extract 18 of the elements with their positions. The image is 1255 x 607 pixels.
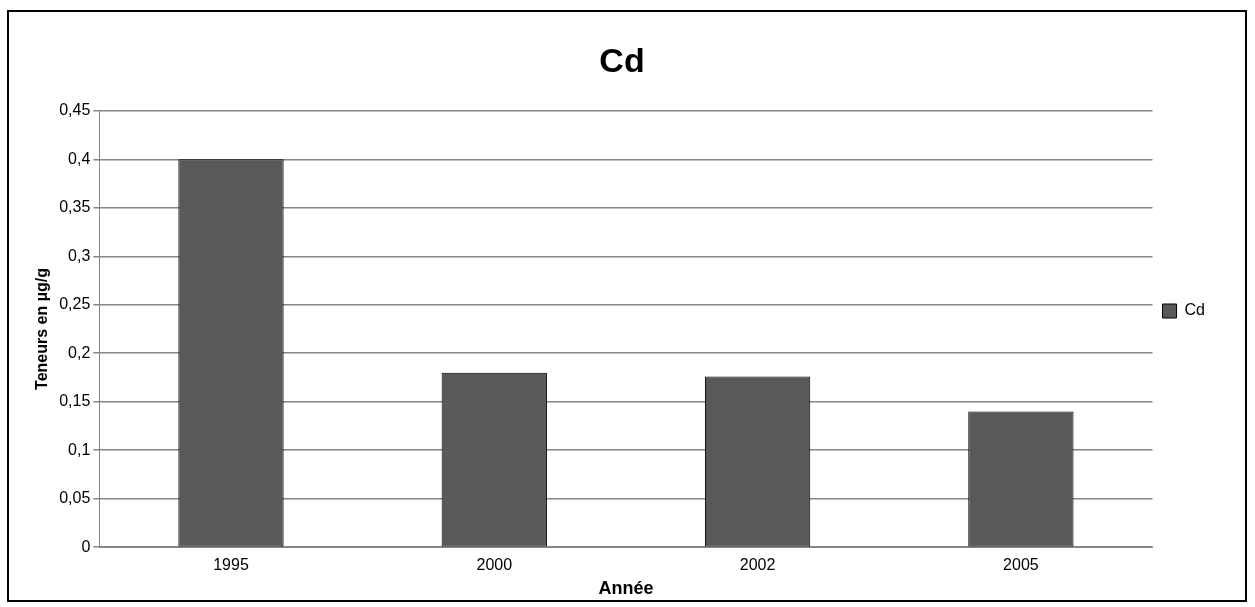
y-tick-label: 0,35 bbox=[59, 198, 91, 216]
y-tick-label: 0 bbox=[81, 537, 91, 555]
y-tick-label: 0,2 bbox=[68, 343, 91, 361]
y-tick-label: 0,3 bbox=[68, 246, 91, 264]
x-tick-label: 2005 bbox=[1003, 556, 1039, 574]
legend-label: Cd bbox=[1184, 301, 1205, 319]
y-tick-label: 0,05 bbox=[59, 489, 91, 507]
chart-title: Cd bbox=[599, 40, 645, 79]
y-tick-label: 0,4 bbox=[68, 149, 91, 167]
x-axis-title: Année bbox=[598, 578, 654, 599]
y-axis-title: Teneurs en µg/g bbox=[33, 268, 51, 390]
y-tick-label: 0,1 bbox=[68, 440, 91, 458]
x-tick-label: 1995 bbox=[213, 556, 249, 574]
x-tick-label: 2000 bbox=[476, 556, 513, 574]
y-tick-label: 0,25 bbox=[59, 295, 91, 313]
x-tick-label: 2002 bbox=[739, 556, 776, 574]
y-tick-label: 0,45 bbox=[59, 101, 91, 119]
y-tick-label: 0,15 bbox=[59, 392, 91, 410]
